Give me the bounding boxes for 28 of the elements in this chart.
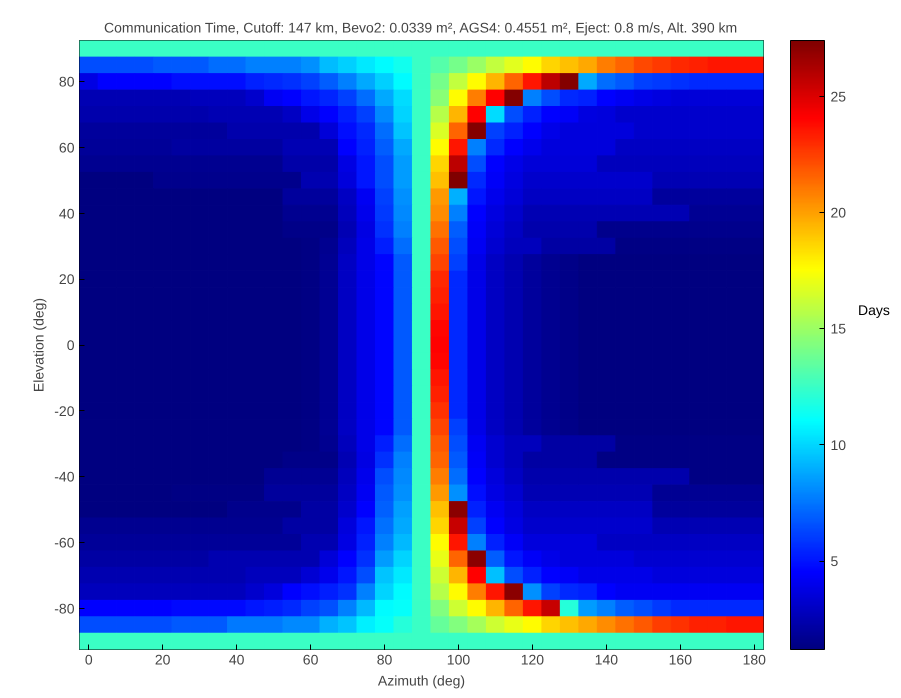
chart-title: Communication Time, Cutoff: 147 km, Bevo2: 0.0339 m², AGS4: 0.4551 m², Eject: 0.8 m/s, Alt. 390 km	[104, 20, 738, 36]
x-tick-label: 180	[742, 652, 766, 668]
color-bar-label: 25	[830, 88, 846, 104]
x-tick-label: 0	[84, 652, 93, 668]
color-bar-label: 10	[830, 436, 846, 453]
color-bar-label: 15	[830, 320, 846, 337]
x-tick-label: 20	[154, 652, 171, 668]
y-tick-label: -20	[54, 402, 75, 419]
y-tick-label: 40	[58, 205, 75, 222]
y-tick-label: 0	[66, 337, 75, 353]
y-tick-label: -60	[54, 534, 75, 551]
y-tick-label: -40	[54, 468, 75, 485]
x-tick-label: 160	[668, 652, 692, 668]
y-tick-label: -80	[54, 600, 75, 616]
y-axis-title: Elevation (deg)	[30, 298, 46, 392]
y-tick-label: 60	[58, 139, 75, 156]
color-bar-label: 20	[830, 204, 846, 221]
x-axis-title: Azimuth (deg)	[378, 672, 466, 688]
x-tick-label: 120	[520, 652, 544, 668]
y-tick-label: 20	[58, 271, 75, 288]
x-tick-label: 80	[376, 652, 393, 668]
y-tick-label: 80	[58, 74, 75, 90]
x-tick-label: 40	[228, 652, 245, 668]
x-tick-label: 140	[594, 652, 618, 668]
color-bar-title: Days	[858, 301, 890, 320]
color-bar-label: 5	[830, 553, 838, 570]
x-tick-label: 100	[446, 652, 470, 668]
x-tick-label: 60	[302, 652, 319, 668]
